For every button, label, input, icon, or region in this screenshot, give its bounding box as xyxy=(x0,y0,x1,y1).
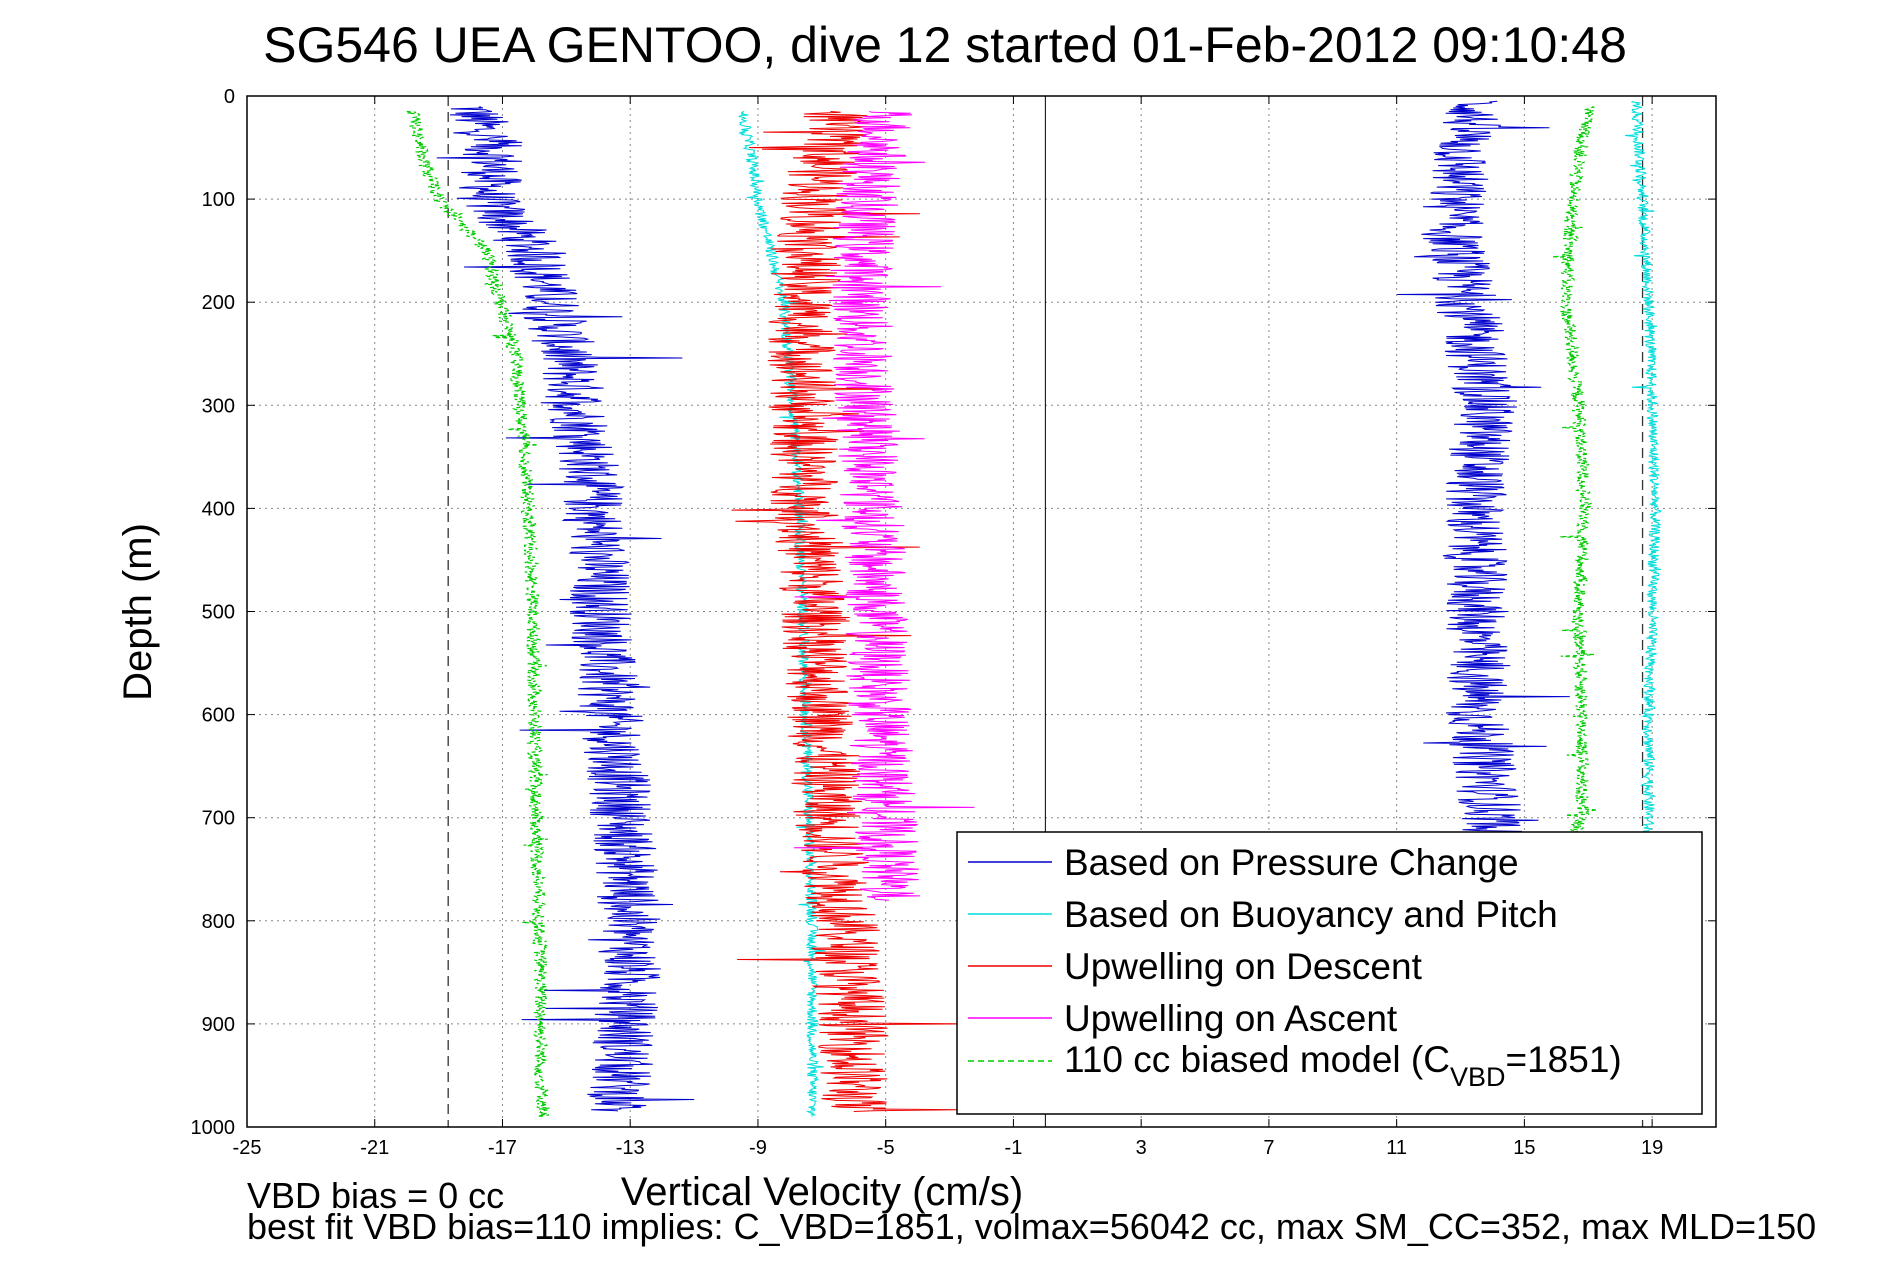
series-2 xyxy=(731,111,968,1112)
series-line-4-0 xyxy=(406,110,550,1118)
series-4 xyxy=(406,105,1598,1118)
legend-label-buoyancy-pitch: Based on Buoyancy and Pitch xyxy=(1064,894,1558,935)
y-tick-labels: 0 100 200 300 400 500 600 700 800 900 1000 xyxy=(191,86,236,1139)
series-line-0-1 xyxy=(1397,100,1570,839)
footer-best-fit: best fit VBD bias=110 implies: C_VBD=185… xyxy=(247,1206,1816,1247)
x-tick-label: -21 xyxy=(360,1137,389,1159)
legend-box xyxy=(956,831,1703,1115)
y-tick-label: 900 xyxy=(202,1014,235,1036)
legend-biased-model-tail: =1851) xyxy=(1505,1039,1621,1080)
legend-biased-model-main: 110 cc biased model (C xyxy=(1064,1039,1450,1080)
legend-label-pressure-change: Based on Pressure Change xyxy=(1064,842,1519,883)
series-line-4-1 xyxy=(1552,105,1598,834)
y-tick-label: 800 xyxy=(202,911,235,933)
y-axis-label: Depth (m) xyxy=(116,523,160,701)
legend: Based on Pressure Change Based on Buoyan… xyxy=(956,831,1703,1115)
x-tick-labels: -25 -21 -17 -13 -9 -5 -1 3 7 11 15 19 xyxy=(233,1137,1664,1159)
series-line-1-1 xyxy=(1624,100,1662,839)
x-tick-label: -5 xyxy=(877,1137,895,1159)
y-tick-label: 1000 xyxy=(191,1117,236,1139)
y-tick-label: 700 xyxy=(202,808,235,830)
series-0 xyxy=(436,100,1570,1112)
series-line-0-0 xyxy=(436,105,695,1112)
y-tick-label: 600 xyxy=(202,705,235,727)
series-3 xyxy=(793,111,975,901)
legend-biased-model-sub: VBD xyxy=(1450,1062,1506,1092)
x-tick-label: 3 xyxy=(1136,1137,1147,1159)
series-line-3-0 xyxy=(793,111,975,901)
series-layer xyxy=(406,100,1662,1118)
y-tick-label: 400 xyxy=(202,498,235,520)
x-tick-label: 11 xyxy=(1386,1137,1407,1159)
x-tick-label: -17 xyxy=(488,1137,517,1159)
legend-label-biased-model: 110 cc biased model (CVBD=1851) xyxy=(1064,1039,1622,1092)
footer-vbd-bias: VBD bias = 0 cc xyxy=(247,1175,504,1216)
axis-ticks xyxy=(246,95,1716,1128)
x-tick-label: -25 xyxy=(233,1137,262,1159)
y-tick-label: 500 xyxy=(202,602,235,624)
x-tick-label: -13 xyxy=(616,1137,645,1159)
chart-title: SG546 UEA GENTOO, dive 12 started 01-Feb… xyxy=(263,17,1627,73)
x-tick-label: 7 xyxy=(1263,1137,1274,1159)
y-tick-label: 200 xyxy=(202,292,235,314)
x-axis-label: Vertical Velocity (cm/s) xyxy=(621,1170,1023,1214)
legend-label-upwelling-ascent: Upwelling on Ascent xyxy=(1064,998,1398,1039)
y-tick-label: 300 xyxy=(202,395,235,417)
x-tick-label: -9 xyxy=(749,1137,767,1159)
x-tick-label: 19 xyxy=(1641,1137,1663,1159)
x-tick-label: 15 xyxy=(1513,1137,1535,1159)
series-line-2-0 xyxy=(731,111,968,1112)
legend-label-upwelling-descent: Upwelling on Descent xyxy=(1064,946,1423,987)
y-tick-label: 0 xyxy=(224,86,235,108)
y-tick-label: 100 xyxy=(202,189,235,211)
x-tick-label: -1 xyxy=(1005,1137,1023,1159)
